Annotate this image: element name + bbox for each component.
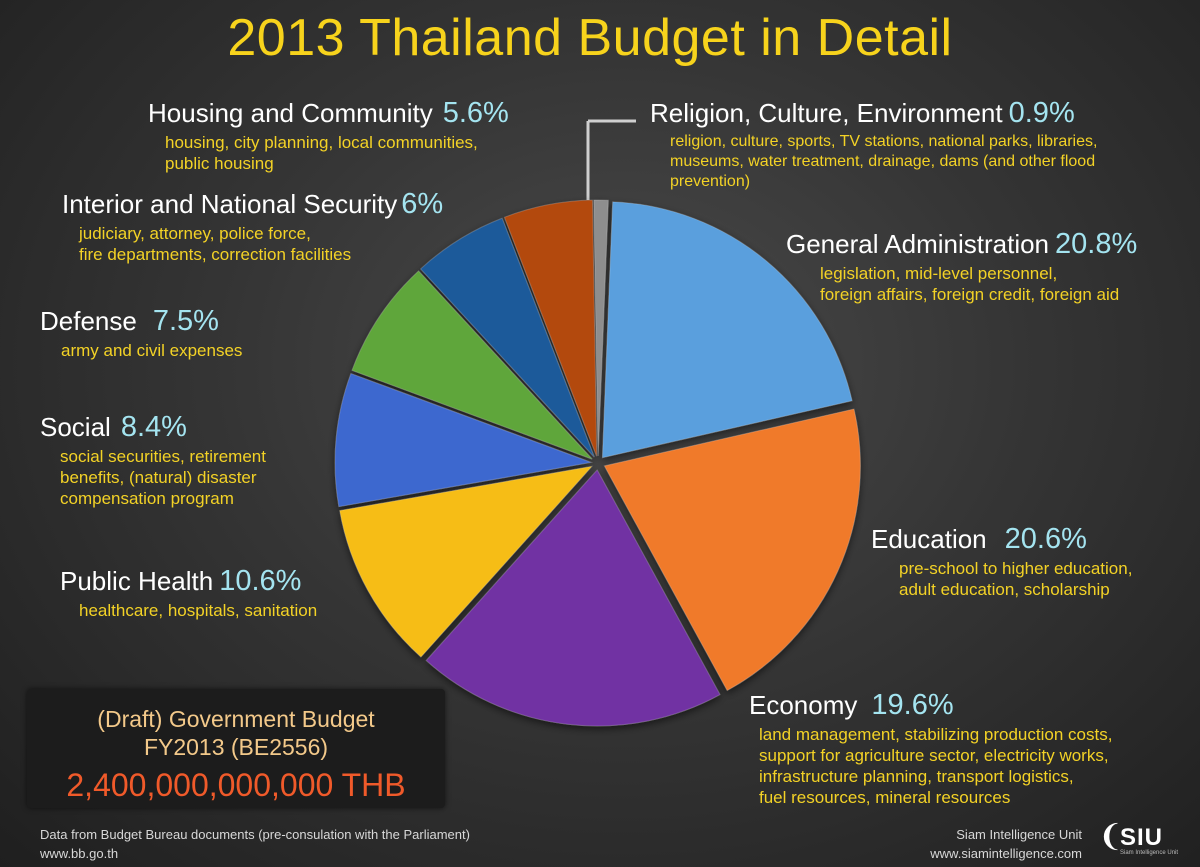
label-education: Education 20.6% pre-school to higher educ… — [871, 524, 1132, 600]
budget-line-2: FY2013 (BE2556) — [143, 734, 329, 760]
category-desc-line: pre-school to higher education, — [899, 559, 1133, 578]
category-name: Social — [40, 412, 111, 442]
category-name: Interior and National Security — [62, 189, 398, 219]
source-url[interactable]: www.bb.go.th — [40, 846, 119, 861]
pie-slice-defense — [351, 270, 593, 460]
category-percent: 8.4% — [120, 411, 187, 443]
category-desc-line: adult education, scholarship — [899, 580, 1110, 599]
pie-slice-education — [603, 408, 861, 692]
pie-slice-social — [334, 372, 593, 508]
label-interior-national-security: Interior and National Security 6% judicia… — [62, 189, 443, 265]
category-name: Housing and Community — [148, 98, 433, 128]
category-name: Religion, Culture, Environment — [650, 98, 1003, 128]
label-general-administration: General Administration 20.8% legislation,… — [786, 229, 1137, 305]
pie-slice-economy — [425, 469, 721, 727]
logo-text: SIU — [1120, 824, 1164, 851]
siu-flame-icon: ❨ — [1098, 820, 1124, 853]
category-desc-line: army and civil expenses — [61, 341, 243, 360]
label-housing-community: Housing and Community 5.6% housing, city … — [148, 98, 509, 174]
budget-line-1: (Draft) Government Budget — [97, 706, 375, 732]
page-title: 2013 Thailand Budget in Detail — [227, 9, 953, 67]
pie-slice-general-administration — [601, 201, 853, 459]
category-desc-line: judiciary, attorney, police force, — [79, 224, 311, 243]
category-desc-line: benefits, (natural) disaster — [60, 468, 257, 487]
pie-slice-public-health — [339, 465, 594, 658]
org-credit: Siam Intelligence Unit www.siamintellige… — [870, 825, 1082, 863]
category-desc-line: fire departments, correction facilities — [79, 245, 352, 264]
category-percent: 20.8% — [1055, 228, 1138, 260]
logo-subtext: Siam Intelligence Unit — [1120, 850, 1179, 856]
category-percent: 7.5% — [152, 305, 219, 337]
category-desc-line: social securities, retirement — [60, 447, 266, 466]
source-note: Data from Budget Bureau documents (pre-c… — [40, 825, 470, 863]
category-desc-line: support for agriculture sector, electric… — [759, 746, 1109, 765]
label-economy: Economy 19.6% land management, stabilizin… — [749, 690, 1112, 808]
category-desc-line: public housing — [165, 154, 274, 173]
category-desc-line: foreign affairs, foreign credit, foreign… — [820, 285, 1120, 304]
category-name: Defense — [40, 306, 137, 336]
category-desc-line: museums, water treatment, drainage, dams… — [670, 153, 1096, 170]
category-desc-line: fuel resources, mineral resources — [759, 788, 1011, 807]
category-desc-line: housing, city planning, local communitie… — [165, 133, 478, 152]
siu-logo: ❨ SIU Siam Intelligence Unit — [1098, 820, 1178, 860]
category-percent: 5.6% — [442, 97, 509, 129]
org-url[interactable]: www.siamintelligence.com — [930, 846, 1082, 861]
category-percent: 10.6% — [219, 565, 302, 597]
category-percent: 19.6% — [871, 689, 954, 721]
budget-summary-box: (Draft) Government Budget FY2013 (BE2556… — [27, 689, 445, 808]
category-percent: 6% — [401, 188, 444, 220]
category-desc-line: legislation, mid-level personnel, — [820, 264, 1058, 283]
category-desc-line: religion, culture, sports, TV stations, … — [670, 133, 1098, 150]
category-desc-line: prevention) — [670, 173, 751, 190]
pie-slice-interior-and-national-security — [419, 217, 595, 458]
category-name: Education — [871, 524, 987, 554]
category-desc-line: infrastructure planning, transport logis… — [759, 767, 1074, 786]
category-name: Public Health — [60, 566, 214, 596]
label-religion-culture-environment: Religion, Culture, Environment 0.9% relig… — [650, 98, 1097, 192]
pie-slice-religion-culture-environment — [593, 199, 609, 457]
category-desc-line: healthcare, hospitals, sanitation — [79, 601, 318, 620]
source-text: Data from Budget Bureau documents (pre-c… — [40, 827, 470, 842]
budget-amount: 2,400,000,000,000 THB — [66, 767, 406, 803]
pie-slice-housing-and-community — [503, 199, 598, 457]
category-percent: 20.6% — [1004, 523, 1087, 555]
label-defense: Defense 7.5% army and civil expenses — [40, 306, 242, 361]
category-name: Economy — [749, 690, 858, 720]
category-desc-line: land management, stabilizing production … — [759, 725, 1113, 744]
org-name: Siam Intelligence Unit — [956, 827, 1082, 842]
category-desc-line: compensation program — [60, 489, 234, 508]
category-name: General Administration — [786, 229, 1050, 259]
category-percent: 0.9% — [1008, 97, 1075, 129]
label-public-health: Public Health 10.6% healthcare, hospitals… — [60, 566, 317, 621]
label-social: Social 8.4% social securities, retirement… — [40, 412, 266, 509]
